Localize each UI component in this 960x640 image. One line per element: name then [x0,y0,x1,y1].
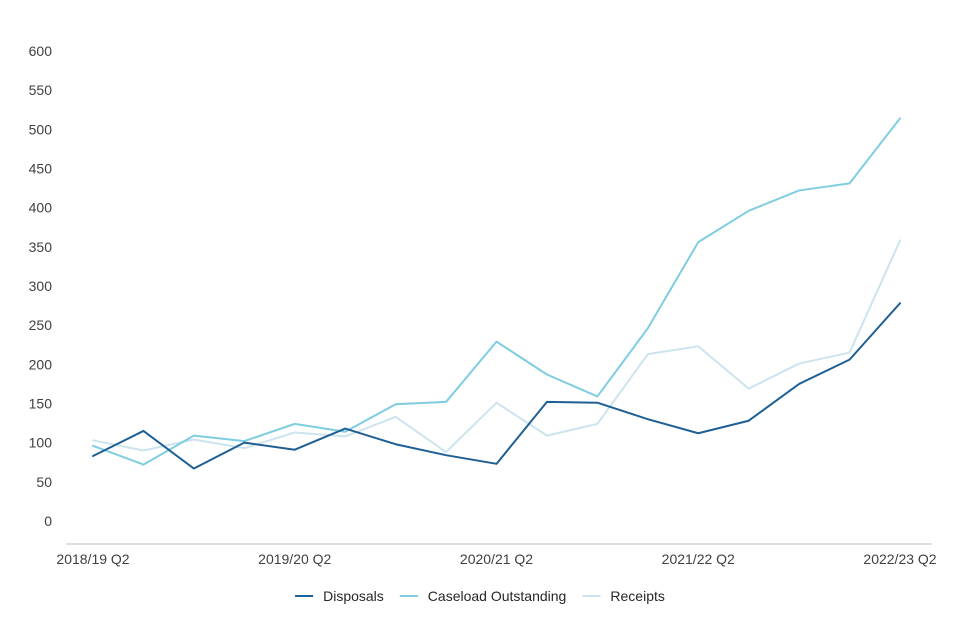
x-tick-label: 2019/20 Q2 [258,551,331,567]
x-axis: 2018/19 Q2 2019/20 Q2 2020/21 Q2 2021/22 Q2… [56,543,937,567]
y-tick-label: 300 [29,278,53,294]
legend-label: Receipts [610,588,664,604]
x-tick-label: 2021/22 Q2 [662,551,735,567]
legend-item: Receipts [582,588,665,604]
y-tick-label: 100 [29,435,53,451]
y-tick-label: 50 [36,474,52,490]
legend: Disposals Caseload Outstanding Receipts [295,588,665,604]
x-tick-label: 2018/19 Q2 [56,551,129,567]
x-tick-label: 2020/21 Q2 [460,551,533,567]
series-line-disposals [92,302,901,470]
y-tick-label: 450 [29,161,53,177]
series-line-receipts [92,239,901,454]
series-line-caseload-outstanding [92,117,901,466]
y-tick-label: 350 [29,239,53,255]
x-tick-label: 2022/23 Q2 [863,551,936,567]
legend-label: Disposals [323,588,384,604]
series-lines [92,117,901,470]
legend-item: Caseload Outstanding [399,588,567,604]
y-tick-label: 0 [44,513,52,529]
y-tick-label: 500 [29,121,53,137]
y-tick-label: 250 [29,317,53,333]
y-tick-label: 550 [29,82,53,98]
legend-label: Caseload Outstanding [428,588,567,604]
legend-item: Disposals [295,588,384,604]
y-axis: 0 50 100 150 200 250 300 350 400 450 500 550 600 [29,43,53,529]
y-tick-label: 600 [29,43,53,59]
y-tick-label: 150 [29,396,53,412]
y-tick-label: 200 [29,356,53,372]
y-tick-label: 400 [29,200,53,216]
